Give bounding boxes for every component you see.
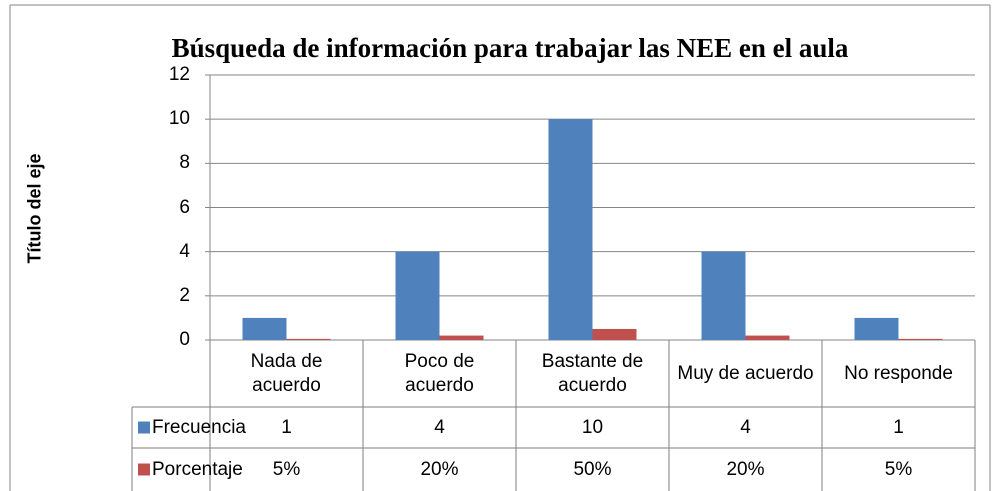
table-value: 5% [272, 458, 301, 480]
x-tick-label: Poco de acuerdo [404, 350, 475, 396]
bar [395, 251, 440, 340]
table-value: 10 [581, 416, 604, 438]
table-value: 1 [281, 416, 292, 438]
y-tick-label: 4 [179, 240, 190, 262]
x-tick-label: No responde [844, 362, 953, 384]
bar [745, 335, 790, 340]
x-tick-label: Nada de acuerdo [250, 350, 323, 396]
bar [898, 338, 943, 340]
bar [286, 338, 331, 340]
bar [548, 119, 593, 341]
bar [439, 335, 484, 340]
y-tick-label: 2 [179, 284, 190, 306]
legend-key [138, 463, 150, 476]
y-axis-title: Título del eje [24, 153, 45, 264]
table-value: 5% [884, 458, 913, 480]
y-tick-label: 8 [179, 152, 190, 174]
bar [592, 328, 637, 340]
y-tick-label: 6 [179, 196, 190, 218]
legend-entry: Frecuencia [152, 416, 246, 438]
legend-key [138, 421, 150, 434]
table-value: 4 [434, 416, 445, 438]
bar [854, 317, 899, 340]
y-tick-label: 12 [168, 64, 190, 86]
y-tick-label: 0 [179, 329, 190, 351]
x-tick-label: Muy de acuerdo [677, 362, 814, 384]
table-value: 20% [420, 458, 459, 480]
table-value: 50% [573, 458, 612, 480]
bar [242, 317, 287, 340]
y-tick-label: 10 [168, 108, 190, 130]
table-value: 20% [726, 458, 765, 480]
table-value: 4 [740, 416, 751, 438]
table-value: 1 [893, 416, 904, 438]
x-tick-label: Bastante de acuerdo [541, 350, 644, 396]
legend-entry: Porcentaje [152, 458, 243, 480]
chart-title: Búsqueda de información para trabajar la… [171, 33, 849, 63]
bar [701, 251, 746, 340]
